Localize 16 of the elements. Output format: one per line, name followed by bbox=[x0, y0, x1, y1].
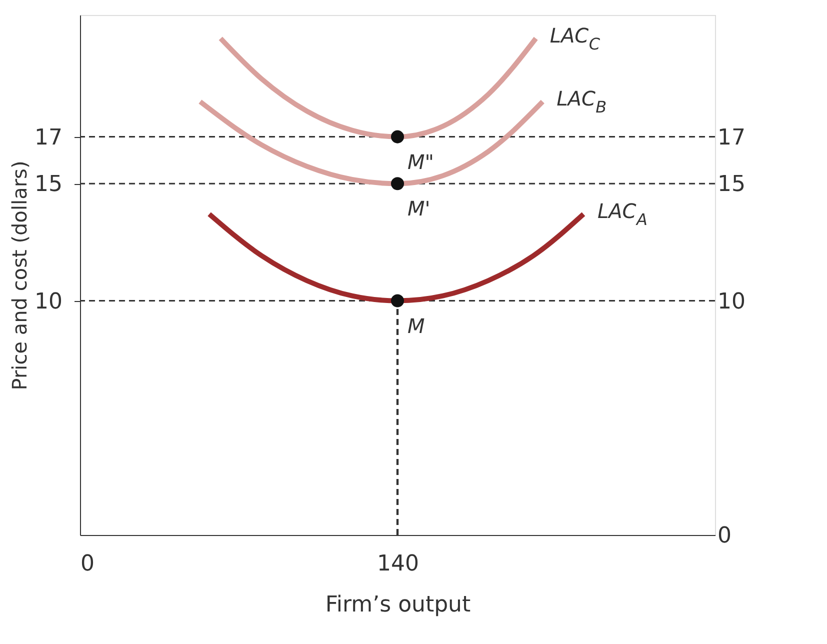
x-tick-label: 140 bbox=[377, 552, 419, 576]
y2-tick-label: 17 bbox=[718, 125, 746, 150]
y2-tick-label: 15 bbox=[718, 172, 746, 198]
y-tick-label: 10 bbox=[34, 289, 62, 314]
y2-tick-label: 0 bbox=[718, 524, 732, 548]
data-label: M" bbox=[408, 150, 434, 174]
y-tick-label: 15 bbox=[34, 172, 62, 198]
y2-tick-label: 10 bbox=[718, 289, 746, 314]
data-label: M' bbox=[408, 196, 430, 221]
y-tick-label: 17 bbox=[34, 125, 62, 150]
point bbox=[390, 294, 404, 308]
data-label: M bbox=[408, 314, 425, 338]
y-axis-title: Price and cost (dollars) bbox=[8, 160, 32, 390]
x-axis-title: Firm’s output bbox=[325, 592, 471, 618]
point bbox=[390, 130, 404, 144]
point bbox=[390, 177, 404, 190]
